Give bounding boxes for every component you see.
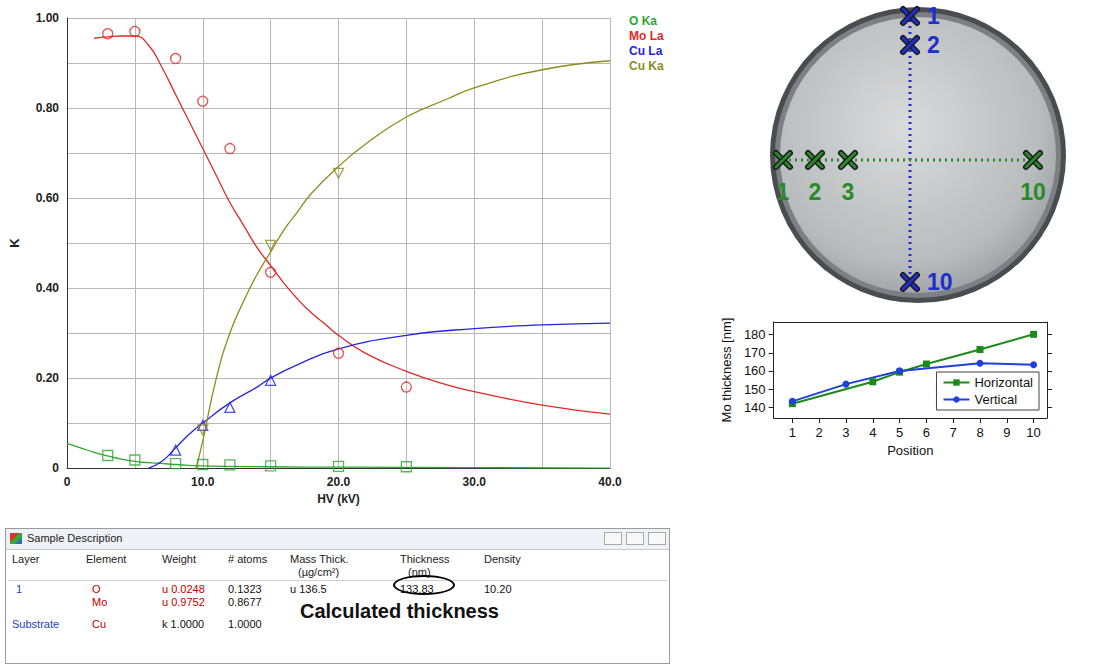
- svg-text:10: 10: [1026, 425, 1040, 440]
- svg-text:3: 3: [842, 425, 849, 440]
- html-text:Weight: Weight: [162, 553, 196, 565]
- svg-text:1: 1: [777, 179, 790, 205]
- svg-text:Horizontal: Horizontal: [974, 375, 1033, 390]
- html-text:10.20: 10.20: [484, 583, 512, 595]
- svg-text:0.60: 0.60: [36, 191, 60, 205]
- html-text:O: O: [92, 583, 101, 595]
- svg-text:0.40: 0.40: [36, 281, 60, 295]
- svg-text:40.0: 40.0: [598, 475, 622, 489]
- svg-text:6: 6: [923, 425, 930, 440]
- svg-text:9: 9: [1003, 425, 1010, 440]
- html-text:u 0.0248: u 0.0248: [162, 583, 205, 595]
- svg-text:20.0: 20.0: [327, 475, 351, 489]
- svg-text:3: 3: [842, 179, 855, 205]
- html-text:133.83: 133.83: [400, 583, 434, 595]
- svg-text:2: 2: [816, 425, 823, 440]
- svg-text:30.0: 30.0: [463, 475, 487, 489]
- svg-text:10: 10: [927, 269, 953, 295]
- svg-text:0.80: 0.80: [36, 101, 60, 115]
- html-text:(µg/cm²): (µg/cm²): [298, 566, 340, 578]
- html-text:u 136.5: u 136.5: [290, 583, 327, 595]
- svg-text:0.20: 0.20: [36, 371, 60, 385]
- svg-text:140: 140: [744, 400, 766, 415]
- html-text:1.0000: 1.0000: [228, 618, 262, 630]
- svg-text:0: 0: [64, 475, 71, 489]
- html-text:(nm): (nm): [408, 566, 431, 578]
- svg-text:180: 180: [744, 327, 766, 342]
- svg-text:150: 150: [744, 382, 766, 397]
- html-text:0.8677: 0.8677: [228, 596, 262, 608]
- svg-text:10.0: 10.0: [191, 475, 215, 489]
- svg-text:Mo La: Mo La: [629, 29, 664, 43]
- svg-text:K: K: [7, 238, 22, 248]
- svg-text:170: 170: [744, 345, 766, 360]
- svg-text:Cu Ka: Cu Ka: [629, 59, 664, 73]
- svg-text:Position: Position: [887, 443, 933, 458]
- html-text:1: 1: [16, 583, 23, 595]
- html-text:Layer: Layer: [12, 553, 40, 565]
- svg-text:0: 0: [52, 461, 59, 475]
- svg-text:4: 4: [869, 425, 876, 440]
- svg-text:O Ka: O Ka: [629, 14, 657, 28]
- svg-text:10: 10: [1020, 179, 1046, 205]
- html-text:0.1323: 0.1323: [228, 583, 262, 595]
- html-text:u 0.9752: u 0.9752: [162, 596, 205, 608]
- svg-text:Mo thickness [nm]: Mo thickness [nm]: [719, 318, 734, 423]
- svg-text:2: 2: [809, 179, 822, 205]
- html-text:Thickness: Thickness: [400, 553, 450, 565]
- svg-text:2: 2: [927, 32, 940, 58]
- html-text:Density: Density: [484, 553, 521, 565]
- svg-text:1: 1: [927, 3, 940, 29]
- html-text:Element: Element: [86, 553, 127, 565]
- html-text:Mo: Mo: [92, 596, 108, 608]
- svg-text:Vertical: Vertical: [974, 392, 1017, 407]
- svg-text:HV (kV): HV (kV): [317, 492, 360, 506]
- svg-text:7: 7: [950, 425, 957, 440]
- html-text:Cu: Cu: [92, 618, 107, 630]
- svg-text:8: 8: [976, 425, 983, 440]
- html-text:Mass Thick.: Mass Thick.: [290, 553, 349, 565]
- html-text:# atoms: # atoms: [228, 553, 268, 565]
- html-text:Substrate: Substrate: [12, 618, 60, 630]
- svg-text:5: 5: [896, 425, 903, 440]
- html-text:Sample Description: Sample Description: [27, 532, 123, 544]
- html-text:k 1.0000: k 1.0000: [162, 618, 205, 630]
- svg-text:Cu La: Cu La: [629, 44, 663, 58]
- svg-text:160: 160: [744, 363, 766, 378]
- html-text:Calculated thickness: Calculated thickness: [300, 600, 499, 622]
- svg-text:1: 1: [789, 425, 796, 440]
- svg-text:1.00: 1.00: [36, 11, 60, 25]
